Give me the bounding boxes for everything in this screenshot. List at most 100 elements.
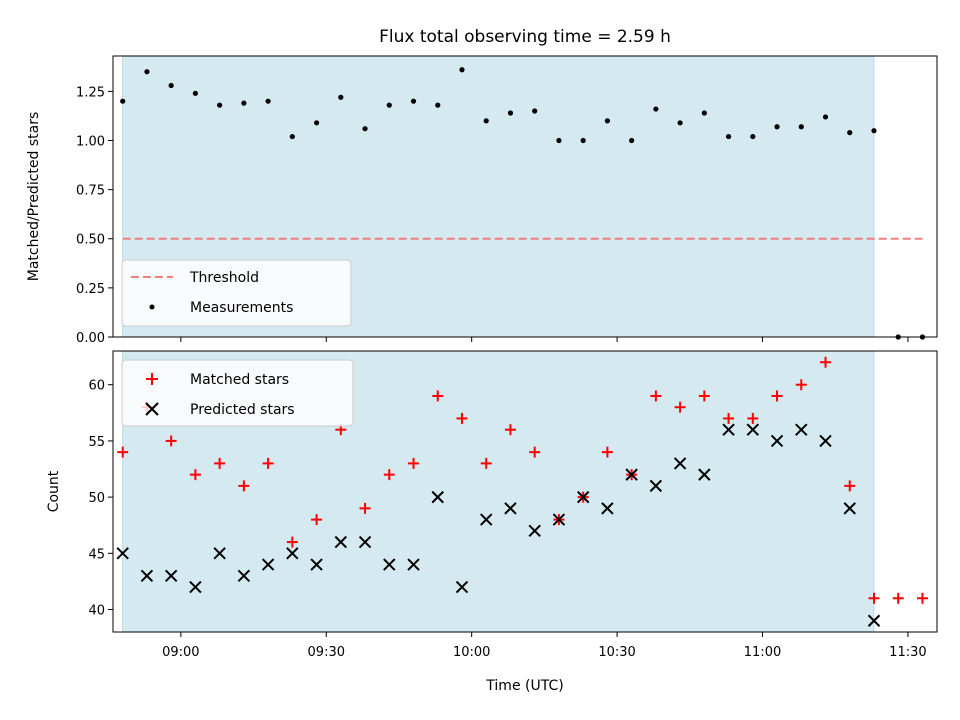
predicted-stars-point: [310, 558, 323, 571]
measurements-point: [265, 98, 271, 104]
predicted-stars-point: [431, 490, 444, 504]
predicted-stars-point: [358, 535, 372, 549]
predicted-stars-point: [286, 547, 299, 560]
matched-stars-point: [456, 412, 468, 424]
top-y-axis-label: Matched/Predicted stars: [26, 112, 42, 282]
bottom-x-tick-label: 11:00: [744, 645, 781, 660]
matched-stars-legend-label: Matched stars: [190, 372, 289, 388]
matched-stars-point: [771, 390, 783, 402]
matched-stars-point: [795, 379, 807, 391]
predicted-stars-point: [213, 547, 226, 560]
predicted-stars-point: [722, 423, 735, 436]
measurements-point: [604, 118, 611, 124]
predicted-stars-point: [819, 434, 832, 448]
predicted-stars-point: [480, 513, 493, 526]
measurements-point: [168, 82, 174, 89]
measurements-point: [313, 120, 320, 126]
measurements-point: [629, 137, 635, 144]
bottom-y-axis-label: Count: [46, 470, 62, 512]
bottom-x-tick-label: 11:30: [889, 645, 926, 660]
matched-stars-point: [383, 469, 395, 481]
measurements-point: [289, 133, 295, 140]
matched-stars-point: [408, 457, 420, 469]
matched-stars-point: [820, 356, 832, 368]
x-axis-label: Time (UTC): [485, 678, 563, 694]
predicted-stars-point: [552, 513, 566, 526]
predicted-stars-point: [164, 569, 178, 583]
predicted-stars-point: [843, 502, 856, 515]
predicted-stars-point: [528, 524, 541, 538]
bottom-x-tick-label: 09:30: [308, 645, 345, 660]
measurements-legend-label: Measurements: [190, 300, 293, 316]
predicted-stars-point: [407, 558, 420, 571]
top-legend: Threshold Measurements: [121, 259, 352, 327]
top-y-tick-label: 0.75: [76, 184, 105, 199]
measurements-point: [507, 110, 514, 116]
predicted-stars-point: [601, 502, 614, 515]
matched-stars-point: [723, 412, 735, 424]
measurements-point: [483, 118, 489, 124]
matched-stars-point: [480, 457, 492, 469]
matched-stars-point: [359, 502, 371, 514]
matched-stars-point: [189, 469, 201, 481]
measurements-point: [725, 133, 732, 140]
measurements-point: [871, 128, 877, 134]
bottom-y-tick-label: 60: [88, 379, 105, 394]
measurements-legend-swatch: [149, 304, 155, 310]
measurements-point: [556, 137, 562, 144]
top-y-tick-label: 1.25: [76, 85, 105, 100]
top-y-tick-label: 0.50: [76, 233, 105, 248]
measurements-point: [410, 98, 417, 104]
bottom-y-tick-label: 55: [88, 435, 105, 450]
measurements-point: [435, 102, 441, 108]
predicted-stars-point: [116, 547, 129, 560]
measurements-point: [459, 67, 465, 73]
predicted-stars-point: [576, 490, 590, 504]
measurements-point: [847, 130, 853, 136]
measurements-point: [798, 124, 804, 130]
predicted-stars-point: [795, 423, 808, 436]
predicted-stars-point: [625, 468, 638, 481]
measurements-point: [822, 114, 829, 120]
matched-stars-point: [504, 424, 516, 436]
matched-stars-point: [868, 592, 880, 604]
predicted-stars-point: [504, 502, 517, 515]
predicted-stars-point: [649, 479, 663, 493]
matched-stars-point: [674, 401, 686, 413]
bottom-y-tick-label: 50: [88, 491, 105, 506]
predicted-stars-point: [189, 580, 202, 594]
measurements-point: [120, 98, 126, 104]
matched-stars-point: [117, 446, 129, 458]
bottom-marks: [116, 356, 928, 627]
measurements-point: [192, 90, 198, 96]
measurements-point: [895, 334, 901, 340]
measurements-point: [919, 334, 926, 340]
predicted-stars-point: [673, 457, 687, 470]
matched-stars-point: [916, 592, 928, 604]
measurements-point: [338, 94, 344, 100]
measurements-point: [677, 120, 683, 126]
measurements-point: [653, 106, 659, 112]
top-y-tick-label: 1.00: [76, 134, 105, 149]
bottom-x-tick-label: 10:00: [453, 645, 490, 660]
matched-stars-point: [214, 457, 226, 469]
predicted-stars-point: [455, 580, 469, 594]
measurements-point: [362, 126, 368, 132]
measurements-point: [217, 102, 223, 108]
top-axes-frame: [112, 55, 938, 338]
predicted-stars-point: [334, 535, 348, 549]
top-legend-box: [121, 259, 352, 327]
bottom-axes-frame: [112, 350, 938, 633]
top-y-tick-label: 0.25: [76, 282, 105, 297]
matched-stars-point: [165, 435, 177, 447]
predicted-stars-legend-swatch: [145, 402, 159, 416]
matched-stars-point: [892, 592, 904, 604]
predicted-stars-point: [698, 468, 711, 481]
threshold-legend-label: Threshold: [189, 270, 259, 286]
bottom-axes: 40 45 50 55 60 09:00 09:30 10:00 10:30 11:00 11:30: [88, 350, 938, 660]
matched-stars-legend-swatch: [146, 373, 158, 385]
top-y-tick-label: 0.00: [76, 331, 105, 346]
predicted-stars-point: [746, 423, 760, 436]
matched-stars-point: [747, 412, 759, 424]
